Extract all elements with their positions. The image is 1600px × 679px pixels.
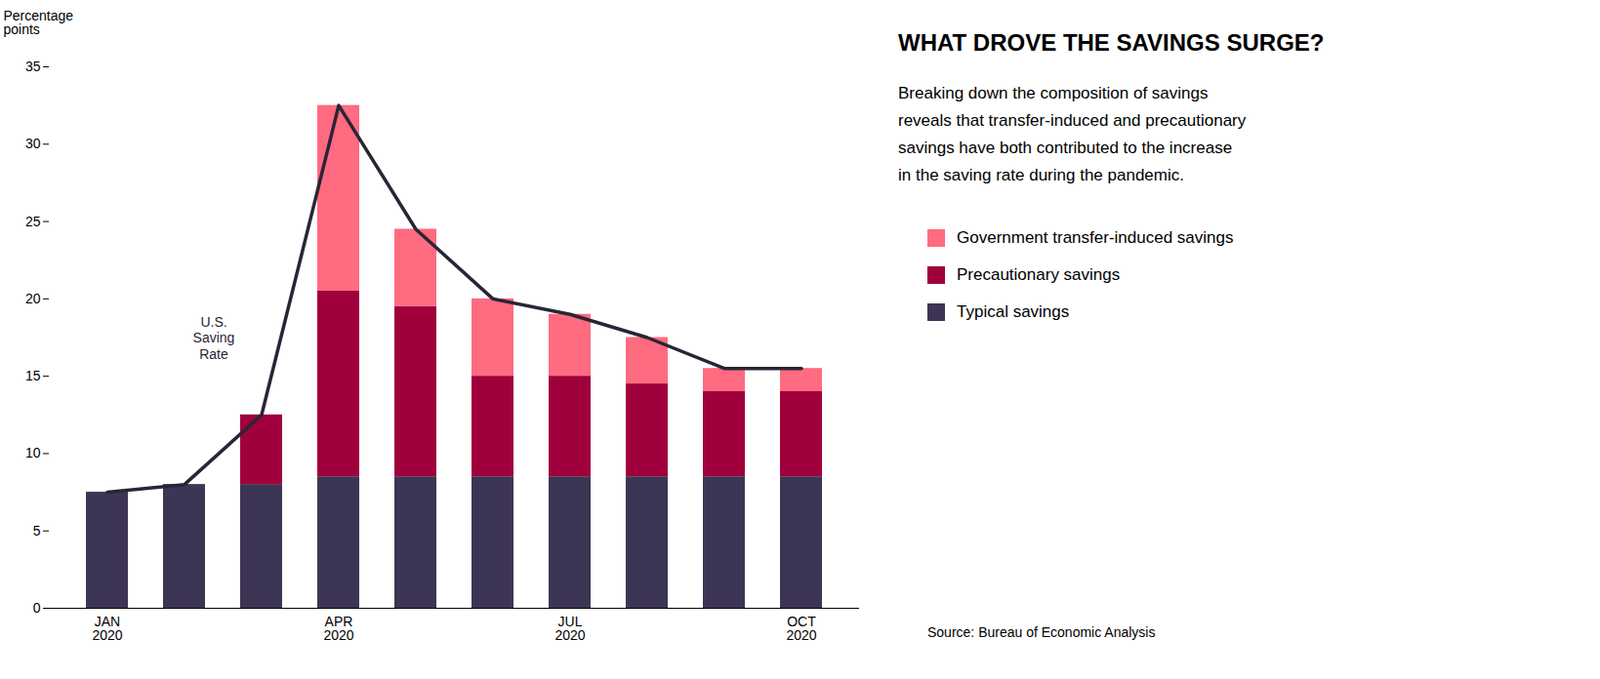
svg-text:0: 0 (33, 600, 42, 616)
svg-text:15: 15 (25, 368, 42, 384)
svg-text:25: 25 (25, 213, 42, 230)
svg-text:JAN2020: JAN2020 (91, 614, 123, 644)
svg-text:20: 20 (25, 290, 42, 307)
svg-text:30: 30 (25, 135, 42, 152)
html-text:Breaking down the composition: Breaking down the composition of savings… (898, 83, 1246, 185)
html-text:Source: Bureau of Economic Ana: Source: Bureau of Economic Analysis (927, 624, 1156, 641)
svg-text:5: 5 (33, 523, 42, 539)
svg-text:JUL2020: JUL2020 (554, 614, 585, 644)
svg-text:10: 10 (25, 445, 42, 461)
html-text:Government transfer-induced sa: Government transfer-induced savings (956, 228, 1234, 248)
html-text:Precautionary savings: Precautionary savings (956, 265, 1120, 285)
svg-text:APR2020: APR2020 (323, 614, 354, 644)
svg-text:OCT2020: OCT2020 (785, 614, 817, 644)
svg-text:35: 35 (25, 58, 42, 75)
svg-text:Percentagepoints: Percentagepoints (3, 7, 75, 38)
svg-text:U.S.SavingRate: U.S.SavingRate (193, 314, 236, 364)
html-text:Typical savings: Typical savings (956, 302, 1070, 322)
html-text:WHAT DROVE THE SAVINGS SURGE?: WHAT DROVE THE SAVINGS SURGE? (898, 29, 1325, 56)
